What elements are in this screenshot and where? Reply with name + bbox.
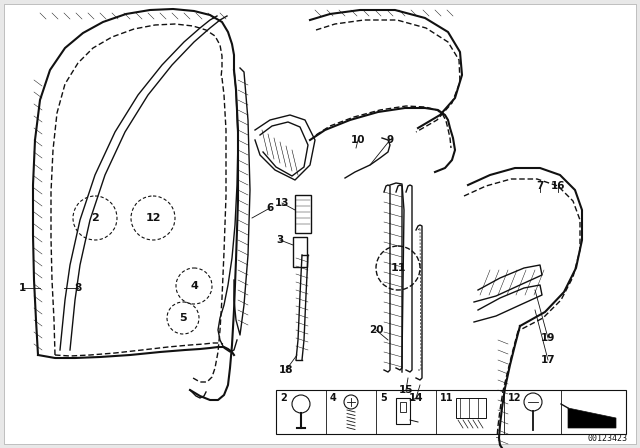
- Text: 4: 4: [190, 281, 198, 291]
- Bar: [396, 398, 410, 424]
- Polygon shape: [568, 408, 616, 428]
- Text: 17: 17: [541, 355, 556, 365]
- Bar: [293, 237, 307, 267]
- Text: 8: 8: [74, 283, 82, 293]
- Text: 7: 7: [536, 181, 544, 191]
- Text: 20: 20: [369, 325, 383, 335]
- Text: 5: 5: [380, 393, 387, 403]
- Text: 2: 2: [91, 213, 99, 223]
- Text: 12: 12: [145, 213, 161, 223]
- Text: 5: 5: [179, 313, 187, 323]
- Text: 11: 11: [440, 393, 454, 403]
- Text: 13: 13: [275, 198, 289, 208]
- Bar: [456, 398, 486, 418]
- Text: 6: 6: [266, 203, 274, 213]
- Text: 16: 16: [551, 181, 565, 191]
- Text: 00123423: 00123423: [588, 434, 628, 443]
- Bar: [276, 390, 626, 434]
- Text: 2: 2: [280, 393, 287, 403]
- Text: 19: 19: [541, 333, 555, 343]
- Text: 4: 4: [330, 393, 337, 403]
- Text: 12: 12: [508, 393, 522, 403]
- Text: 14: 14: [409, 393, 423, 403]
- Text: 9: 9: [387, 135, 394, 145]
- Text: 10: 10: [351, 135, 365, 145]
- Bar: [400, 402, 406, 412]
- Text: 15: 15: [399, 385, 413, 395]
- Text: 18: 18: [279, 365, 293, 375]
- Text: 1: 1: [19, 283, 26, 293]
- Bar: [295, 195, 311, 233]
- Text: 11: 11: [390, 263, 406, 273]
- Text: 3: 3: [276, 235, 284, 245]
